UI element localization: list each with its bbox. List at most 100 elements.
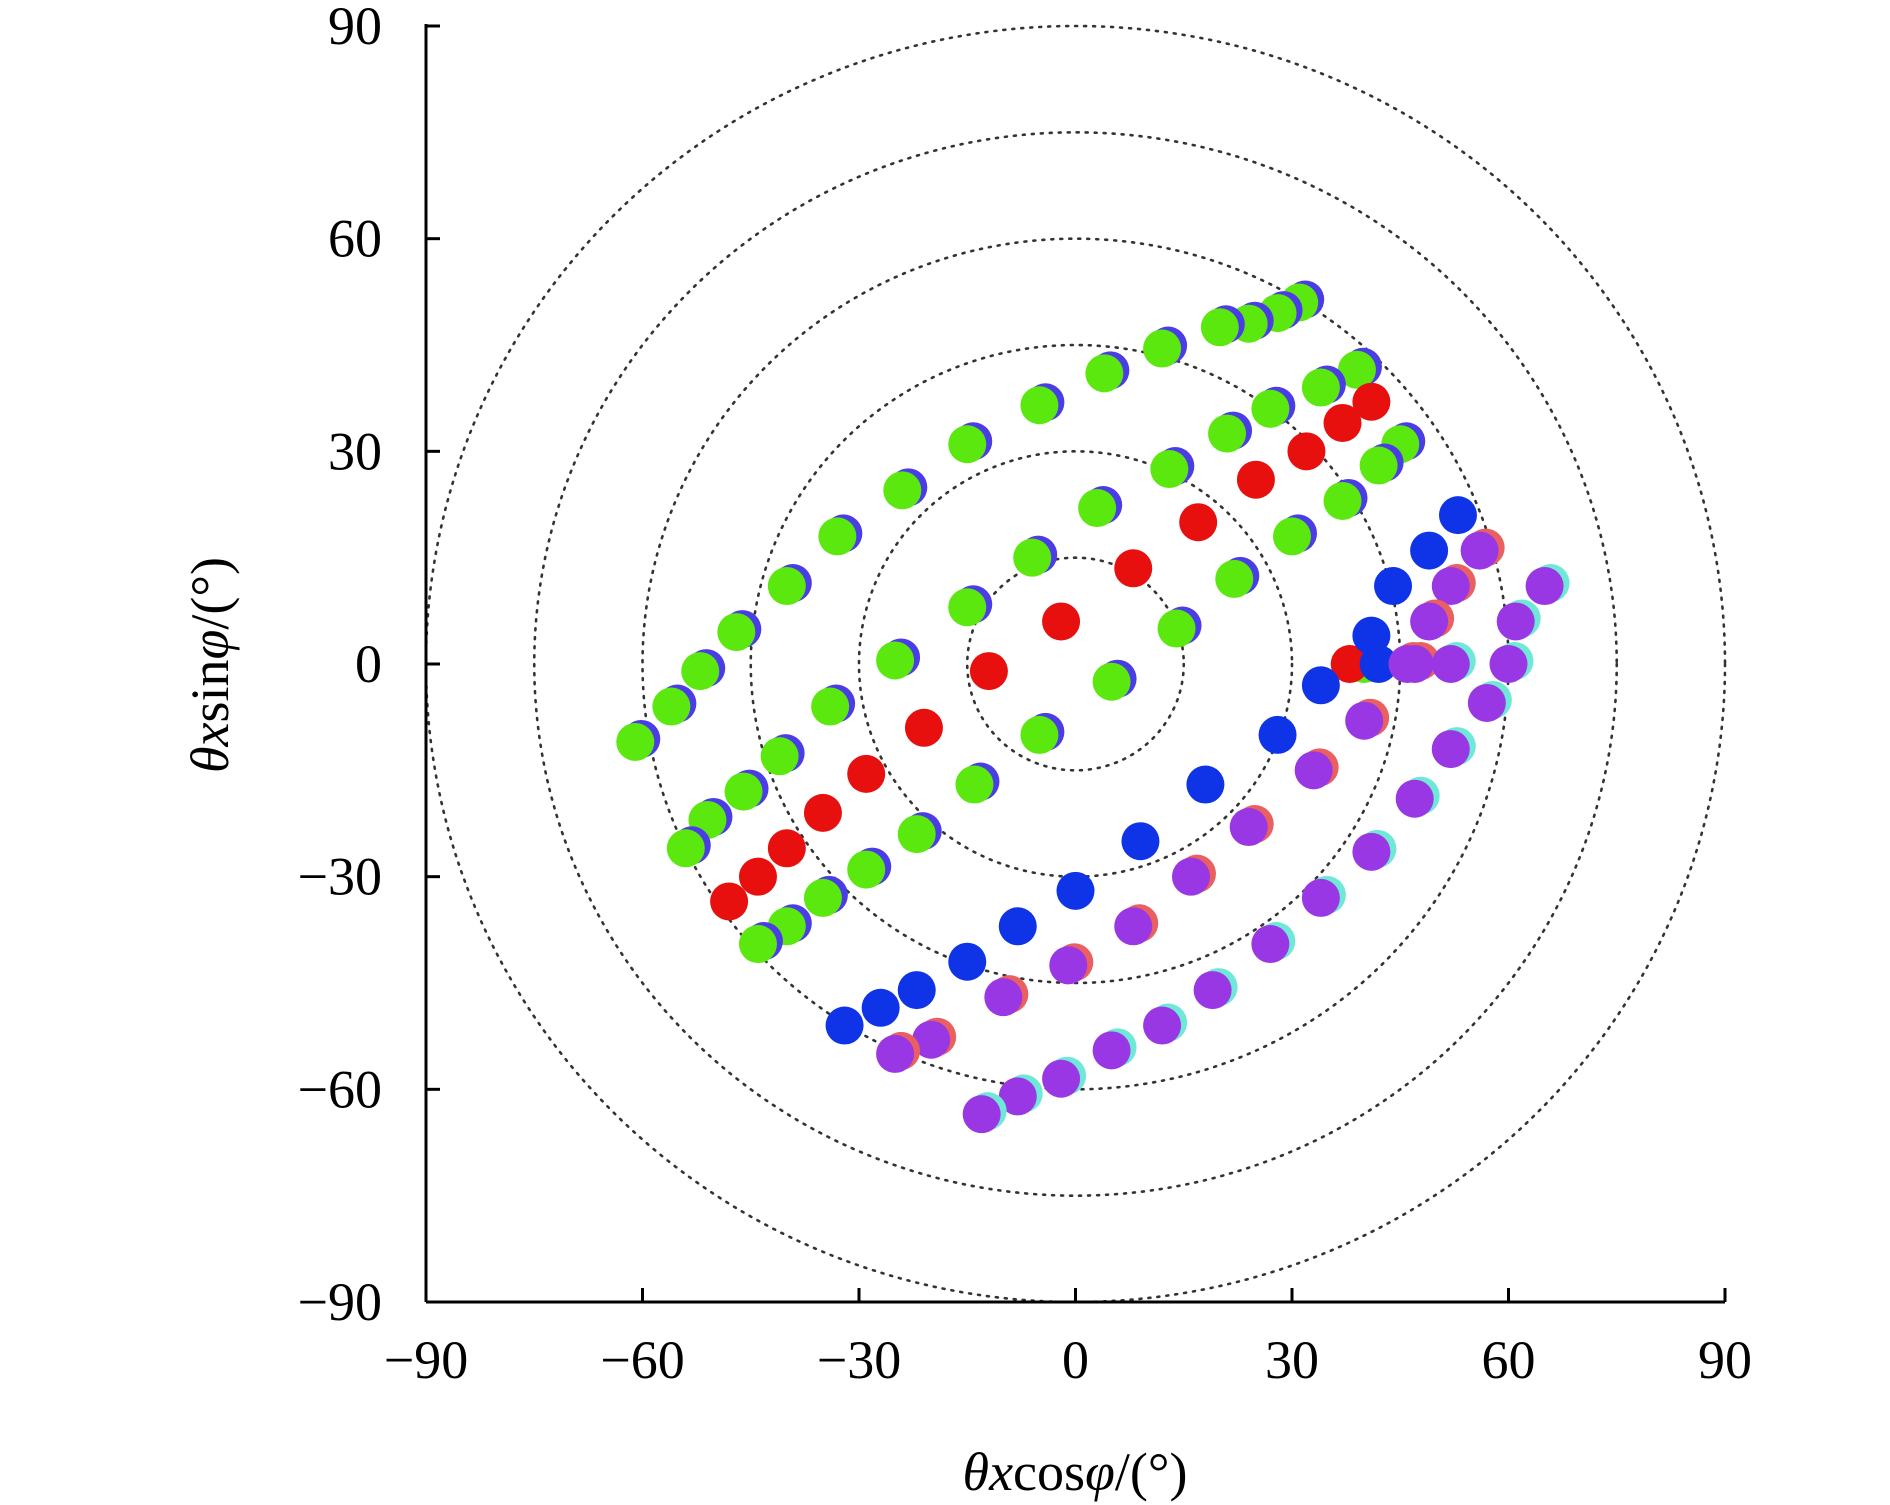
data-point: [1323, 481, 1362, 520]
series-red: [710, 382, 1391, 921]
x-tick-label: −60: [600, 1330, 684, 1390]
data-point: [948, 425, 987, 464]
data-point: [1049, 946, 1088, 985]
data-point: [1287, 432, 1326, 471]
data-point: [1258, 715, 1297, 754]
data-point: [1273, 517, 1311, 556]
data-point: [1121, 822, 1160, 861]
data-point: [1200, 308, 1239, 347]
data-point: [1438, 496, 1477, 535]
y-tick-label: 30: [328, 421, 382, 481]
data-point: [767, 567, 806, 606]
data-point: [1229, 808, 1268, 847]
data-point: [1157, 609, 1196, 648]
data-point: [652, 687, 691, 726]
data-point: [1179, 503, 1218, 542]
data-point: [1078, 489, 1117, 528]
series-blue: [825, 496, 1477, 1045]
data-point: [1323, 403, 1362, 442]
data-point: [1352, 832, 1391, 871]
data-point: [1092, 662, 1131, 701]
data-point: [1143, 1006, 1182, 1045]
data-point: [818, 517, 857, 556]
data-point: [1410, 602, 1449, 641]
tick-labels: −90 −60 −30 0 30 60 90 −90 −60 −30 0 30 60 90: [298, 0, 1752, 1390]
y-tick-label: −90: [298, 1272, 382, 1332]
data-point: [1359, 645, 1398, 683]
data-point: [1337, 350, 1376, 389]
x-tick-label: 30: [1265, 1330, 1319, 1390]
data-point: [710, 882, 749, 921]
data-point: [1431, 730, 1470, 769]
data-point: [1525, 567, 1564, 606]
data-point: [1193, 971, 1232, 1010]
data-point: [1251, 925, 1290, 964]
data-point: [1395, 645, 1434, 683]
data-point: [760, 737, 799, 776]
data-point: [1092, 1031, 1131, 1070]
x-tick-label: 60: [1482, 1330, 1536, 1390]
data-point: [962, 1095, 1001, 1134]
data-points: [616, 280, 1570, 1134]
data-point: [876, 641, 915, 680]
data-point: [1013, 538, 1052, 577]
y-tick-label: 90: [328, 0, 382, 56]
data-point: [1215, 559, 1254, 598]
data-point: [1020, 715, 1059, 754]
data-point: [876, 1034, 915, 1073]
data-point: [912, 1020, 951, 1059]
data-point: [883, 471, 922, 510]
series-green: [616, 280, 1426, 964]
data-point: [948, 588, 987, 627]
data-point: [666, 829, 705, 868]
x-tick-label: −30: [817, 1330, 901, 1390]
data-point: [803, 793, 842, 832]
axes: [424, 24, 1727, 1304]
data-point: [825, 1006, 864, 1045]
data-point: [1395, 779, 1434, 818]
data-point: [955, 765, 994, 804]
data-point: [1352, 382, 1391, 421]
data-point: [1171, 857, 1210, 896]
y-axis-title: θxsinφ/(°): [180, 557, 240, 773]
data-point: [1042, 1059, 1081, 1098]
data-point: [1056, 871, 1095, 910]
x-tick-label: 90: [1698, 1330, 1752, 1390]
data-point: [1150, 450, 1189, 489]
data-point: [998, 1077, 1037, 1116]
data-point: [811, 687, 850, 726]
data-point: [1301, 368, 1340, 407]
data-point: [897, 971, 936, 1010]
y-tick-label: 0: [355, 634, 382, 694]
reference-circle: [532, 131, 1619, 1197]
data-point: [1301, 666, 1340, 705]
reference-circle: [857, 450, 1294, 878]
data-point: [767, 829, 806, 868]
data-point: [724, 772, 763, 811]
data-point: [1431, 645, 1470, 683]
data-point: [1294, 751, 1333, 790]
y-tick-label: −30: [298, 847, 382, 907]
data-point: [616, 722, 655, 761]
data-point: [1359, 446, 1398, 485]
data-point: [1330, 645, 1369, 683]
data-point: [847, 754, 886, 793]
data-point: [984, 978, 1023, 1017]
data-point: [1020, 386, 1059, 425]
data-point: [1042, 602, 1081, 641]
series-purple: [876, 528, 1505, 1073]
data-point: [904, 708, 943, 747]
x-axis-title: θxcosφ/(°): [963, 1442, 1188, 1502]
data-point: [1236, 460, 1275, 499]
y-tick-label: −60: [298, 1059, 382, 1119]
data-point: [948, 942, 987, 981]
data-point: [1489, 645, 1528, 683]
data-point: [1186, 765, 1225, 804]
data-point: [1114, 907, 1153, 946]
data-point: [1467, 683, 1506, 722]
data-point: [1374, 567, 1413, 606]
data-point: [1410, 531, 1449, 570]
data-point: [897, 815, 936, 854]
data-point: [681, 652, 720, 691]
